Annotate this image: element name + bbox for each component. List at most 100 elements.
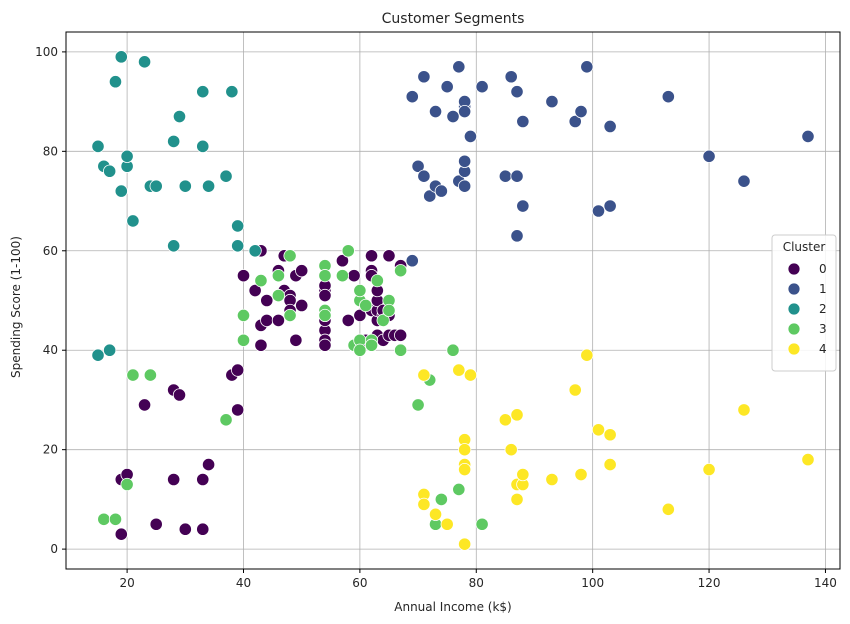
- data-point: [178, 522, 192, 536]
- legend-marker: [787, 342, 801, 356]
- data-point: [91, 348, 105, 362]
- data-point: [702, 462, 716, 477]
- data-points: [91, 50, 815, 551]
- legend-marker: [787, 282, 801, 296]
- data-point: [353, 343, 367, 357]
- data-point: [341, 244, 355, 258]
- data-point: [137, 398, 152, 412]
- legend-label: 4: [819, 342, 827, 356]
- data-point: [178, 179, 192, 193]
- data-point: [504, 70, 518, 84]
- y-tick-label: 40: [43, 343, 58, 357]
- data-point: [236, 269, 251, 283]
- data-point: [428, 104, 443, 119]
- data-point: [149, 517, 163, 531]
- data-point: [394, 328, 408, 342]
- data-point: [335, 254, 350, 268]
- data-point: [335, 269, 350, 283]
- data-point: [172, 388, 187, 402]
- data-point: [201, 179, 216, 193]
- data-point: [411, 398, 425, 412]
- data-point: [475, 80, 489, 94]
- series-3: [97, 244, 489, 531]
- data-point: [114, 50, 128, 64]
- data-point: [231, 363, 245, 377]
- data-point: [382, 249, 396, 263]
- x-tick-label: 140: [814, 576, 837, 590]
- data-point: [510, 229, 524, 243]
- data-point: [603, 199, 617, 213]
- data-point: [458, 537, 472, 551]
- data-point: [458, 443, 472, 457]
- data-point: [260, 293, 274, 308]
- data-point: [452, 363, 466, 377]
- data-point: [504, 443, 518, 457]
- data-point: [574, 104, 588, 119]
- data-point: [167, 472, 181, 487]
- legend-label: 0: [819, 262, 827, 276]
- data-point: [271, 288, 286, 303]
- data-point: [452, 482, 466, 497]
- data-point: [219, 413, 233, 427]
- data-point: [149, 179, 163, 193]
- data-point: [196, 85, 210, 99]
- y-tick-label: 20: [43, 443, 58, 457]
- data-point: [458, 462, 472, 477]
- data-point: [417, 70, 431, 84]
- data-point: [97, 512, 111, 526]
- data-point: [417, 368, 431, 382]
- legend-marker: [787, 322, 801, 336]
- legend-label: 3: [819, 322, 827, 336]
- data-point: [737, 403, 751, 417]
- data-point: [603, 457, 617, 472]
- data-point: [196, 139, 210, 153]
- data-point: [603, 119, 617, 134]
- y-axis-ticks: 0 20 40 60 80 100: [35, 45, 66, 556]
- data-point: [661, 502, 675, 516]
- x-tick-label: 120: [698, 576, 721, 590]
- y-tick-label: 60: [43, 244, 58, 258]
- data-point: [434, 492, 448, 506]
- data-point: [440, 517, 454, 531]
- data-point: [405, 254, 419, 268]
- data-point: [516, 467, 530, 482]
- data-point: [347, 269, 361, 283]
- data-point: [458, 104, 472, 119]
- data-point: [172, 109, 187, 124]
- data-point: [359, 298, 373, 313]
- data-point: [295, 298, 309, 313]
- data-point: [394, 264, 408, 278]
- data-point: [702, 149, 716, 163]
- data-point: [434, 184, 448, 198]
- data-point: [370, 274, 384, 288]
- y-tick-label: 0: [50, 542, 58, 556]
- x-tick-label: 100: [581, 576, 604, 590]
- data-point: [271, 269, 286, 283]
- data-point: [318, 338, 332, 352]
- data-point: [318, 308, 332, 323]
- data-point: [103, 164, 117, 178]
- data-point: [283, 308, 297, 323]
- x-tick-label: 60: [352, 576, 367, 590]
- data-point: [382, 303, 396, 318]
- data-point: [236, 333, 251, 347]
- data-point: [120, 149, 134, 163]
- data-point: [463, 129, 478, 144]
- data-point: [510, 85, 524, 99]
- data-point: [231, 239, 245, 253]
- legend-marker: [787, 302, 801, 316]
- legend-item: 1: [787, 282, 827, 296]
- data-point: [225, 85, 239, 99]
- data-point: [91, 139, 105, 153]
- data-point: [254, 338, 268, 352]
- data-point: [516, 114, 530, 129]
- data-point: [231, 219, 245, 233]
- data-point: [120, 477, 134, 492]
- legend-item: 3: [787, 322, 827, 336]
- data-point: [248, 244, 262, 258]
- legend-marker: [787, 262, 801, 276]
- data-point: [295, 264, 309, 278]
- data-point: [580, 60, 594, 74]
- data-point: [580, 348, 594, 362]
